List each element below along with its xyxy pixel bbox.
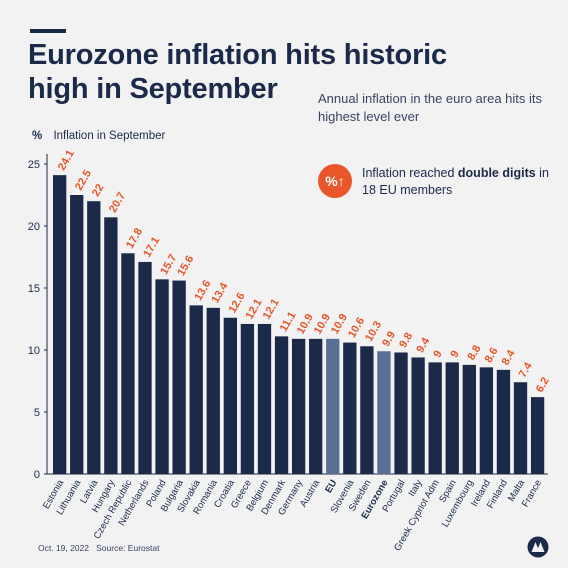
bar: [377, 351, 391, 474]
bar: [70, 195, 84, 474]
aa-logo-icon: [527, 536, 549, 558]
data-label: 7.4: [517, 360, 535, 380]
data-label: 22: [90, 182, 107, 199]
bar: [343, 342, 357, 474]
data-label: 9: [448, 349, 461, 360]
bar: [155, 279, 169, 474]
bar: [274, 336, 289, 474]
bar: [53, 175, 67, 474]
bar: [530, 397, 545, 474]
data-label: 12.1: [261, 297, 282, 322]
data-label: 9.9: [380, 329, 398, 348]
bar: [121, 253, 135, 474]
footer-source: Source: Eurostat: [96, 543, 160, 553]
data-label: 6.2: [534, 375, 552, 394]
bar: [428, 362, 442, 474]
callout-text-pre: Inflation reached: [362, 166, 458, 180]
data-label: 9: [431, 349, 444, 360]
bar: [394, 352, 408, 474]
bar: [189, 305, 203, 474]
callout-text: Inflation reached double digits in 18 EU…: [362, 165, 552, 199]
bar: [223, 317, 238, 474]
data-label: 17.8: [124, 226, 145, 251]
data-label: 20.7: [107, 190, 128, 215]
data-label: 13.4: [209, 280, 231, 305]
title-line-2: high in September: [28, 73, 278, 105]
title-line-1: Eurozone inflation hits historic: [28, 39, 447, 71]
page-title: Eurozone inflation hits historic high in…: [28, 38, 488, 106]
bar: [309, 338, 323, 474]
bar: [104, 217, 118, 474]
percent-up-icon: %↑: [318, 164, 352, 198]
y-axis-label: % Inflation in September: [32, 130, 165, 142]
bar: [462, 364, 476, 474]
footer: Oct. 19, 2022 Source: Eurostat: [38, 543, 159, 553]
bar: [257, 323, 272, 474]
bar: [206, 307, 220, 474]
data-label: 9.4: [414, 335, 432, 355]
subtitle: Annual inflation in the euro area hits i…: [318, 91, 543, 124]
bar: [411, 357, 425, 474]
data-label: 8.4: [500, 347, 518, 367]
bar: [138, 261, 152, 474]
bar: [240, 323, 255, 474]
data-label: 22.5: [73, 168, 94, 193]
bar: [445, 362, 459, 474]
y-tick-label: 20: [28, 221, 40, 233]
data-label: 12.1: [244, 297, 265, 322]
title-accent-bar: [30, 29, 66, 33]
y-axis-unit: %: [32, 130, 43, 142]
data-label: 24.1: [56, 148, 77, 173]
bar: [172, 280, 186, 474]
bar: [291, 338, 306, 474]
y-axis-title: Inflation in September: [53, 130, 166, 142]
data-label: 9.8: [397, 331, 415, 350]
x-tick-label: EU: [323, 478, 339, 495]
callout-text-bold: double digits: [457, 166, 536, 180]
y-tick-label: 0: [34, 469, 40, 481]
data-label: 10.9: [312, 312, 333, 337]
data-label: 17.1: [141, 235, 162, 260]
bar: [479, 367, 494, 474]
y-tick-label: 10: [28, 345, 40, 357]
callout-text-post: in 18 EU members: [362, 166, 549, 197]
footer-date: Oct. 19, 2022: [38, 543, 90, 553]
y-tick-label: 25: [28, 159, 40, 171]
bar: [360, 346, 374, 474]
data-label: 8.6: [483, 346, 501, 365]
y-tick-label: 15: [28, 283, 40, 295]
bar: [87, 201, 101, 474]
callout: %↑ Inflation reached double digits in 18…: [318, 164, 549, 204]
data-label: 12.6: [227, 291, 248, 316]
bar: [326, 338, 340, 474]
data-label: 15.6: [175, 254, 196, 279]
bar: [513, 382, 528, 474]
y-tick-label: 5: [34, 407, 40, 419]
data-label: 10.9: [295, 312, 316, 337]
bar: [496, 369, 511, 474]
data-label: 8.8: [466, 343, 484, 362]
